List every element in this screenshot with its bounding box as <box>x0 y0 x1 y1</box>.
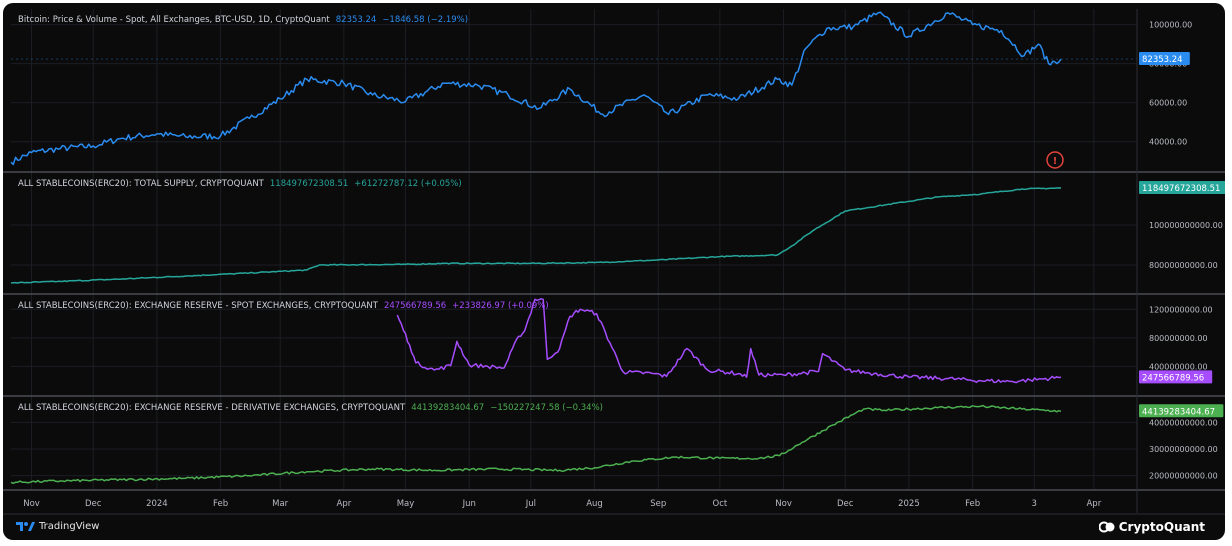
panel-header-value: 44139283404.67 <box>411 403 484 413</box>
panel-header-value: 82353.24 <box>336 15 377 25</box>
x-tick-label: Sep <box>650 499 666 509</box>
cryptoquant-logo[interactable]: CryptoQuant <box>1098 520 1205 534</box>
x-tick-label: Jul <box>525 499 536 509</box>
last-value-label: 118497672308.51 <box>1142 184 1220 194</box>
last-value-badge <box>1139 404 1224 418</box>
tradingview-icon <box>16 522 35 531</box>
x-tick-label: Aug <box>586 499 603 509</box>
last-value-badge <box>1139 181 1225 195</box>
last-value-badge <box>1139 370 1213 384</box>
panel-header-change: −150227247.58 (−0.34%) <box>490 403 603 413</box>
y-tick-label: 800000000.00 <box>1149 334 1208 343</box>
y-tick-label: 30000000000.00 <box>1149 445 1218 454</box>
chart-panel-4: 40000000000.00 30000000000.00 20000000000.… <box>3 395 1225 485</box>
y-tick-label: 80000000000.00 <box>1149 261 1218 270</box>
tradingview-logo[interactable]: TradingView <box>15 520 99 532</box>
series-line <box>10 187 1062 284</box>
chart-frame: 100000.0080000.0060000.0040000.0082353.2… <box>3 3 1225 540</box>
x-tick-label: Feb <box>213 499 228 509</box>
x-tick-label: May <box>397 499 415 509</box>
exclamation-icon[interactable]: ! <box>1046 151 1064 169</box>
y-tick-label: 400000000.00 <box>1149 362 1208 371</box>
y-tick-label: 1200000000.00 <box>1149 305 1213 314</box>
panel-header-change: +61272787.12 (+0.05%) <box>354 179 461 189</box>
series-line <box>10 404 1062 485</box>
panel-header-value: 118497672308.51 <box>270 179 348 189</box>
y-tick-label: 60000.00 <box>1149 99 1187 108</box>
x-tick-label: Nov <box>23 499 40 509</box>
panel-title: Bitcoin: Price & Volume - Spot, All Exch… <box>18 15 330 25</box>
x-tick-label: 2025 <box>898 499 920 509</box>
panel-title: ALL STABLECOINS(ERC20): TOTAL SUPPLY, CR… <box>18 179 265 189</box>
last-value-badge <box>1139 52 1190 66</box>
last-value-label: 44139283404.67 <box>1142 407 1215 417</box>
cryptoquant-icon <box>1098 521 1115 533</box>
x-tick-label: Feb <box>965 499 980 509</box>
chart-panel-1: 100000.0080000.0060000.0040000.0082353.2… <box>10 11 1192 166</box>
series-line <box>10 11 1062 166</box>
cryptoquant-label: CryptoQuant <box>1118 520 1205 534</box>
x-tick-label: Jun <box>462 499 476 509</box>
chart-panel-2: 100000000000.00 80000000000.00 11849767230… <box>3 171 1225 284</box>
panel-header-value: 247566789.56 <box>384 301 446 311</box>
x-tick-label: 2024 <box>146 499 168 509</box>
x-tick-label: Oct <box>713 499 728 509</box>
last-value-label: 247566789.56 <box>1142 373 1204 383</box>
x-tick-label: Nov <box>775 499 792 509</box>
panel-header-change: −1846.58 (−2.19%) <box>382 15 468 25</box>
tradingview-label: TradingView <box>39 520 100 532</box>
series-line <box>396 298 1062 384</box>
x-tick-label: Mar <box>272 499 289 509</box>
exclamation-mark: ! <box>1053 156 1058 167</box>
chart-svg: 100000.0080000.0060000.0040000.0082353.2… <box>3 9 1225 515</box>
x-tick-label: Apr <box>337 499 352 509</box>
x-tick-label: Dec <box>837 499 854 509</box>
last-value-label: 82353.24 <box>1142 55 1183 65</box>
chart-panel-3: 1200000000.00 800000000.00 400000000.00 247… <box>3 293 1225 384</box>
y-tick-label: 20000000000.00 <box>1149 472 1218 481</box>
panel-header-change: +233826.97 (+0.09%) <box>452 301 549 311</box>
x-tick-label: Dec <box>85 499 102 509</box>
y-tick-label: 40000.00 <box>1149 138 1187 147</box>
x-tick-label: Apr <box>1086 499 1101 509</box>
panel-title: ALL STABLECOINS(ERC20): EXCHANGE RESERVE… <box>18 403 406 413</box>
y-tick-label: 100000000000.00 <box>1149 221 1223 230</box>
panel-title: ALL STABLECOINS(ERC20): EXCHANGE RESERVE… <box>18 301 379 311</box>
x-tick-label: 3 <box>1032 499 1037 509</box>
y-tick-label: 40000000000.00 <box>1149 418 1218 427</box>
y-tick-label: 100000.00 <box>1149 21 1192 30</box>
